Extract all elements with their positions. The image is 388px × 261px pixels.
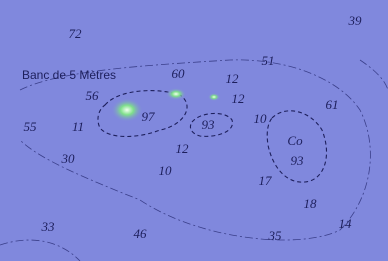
sounding: 35 <box>268 228 283 243</box>
sounding: 12 <box>176 141 190 156</box>
sounding: 18 <box>304 196 318 211</box>
sounding: 51 <box>262 53 275 68</box>
sounding: 39 <box>348 13 363 28</box>
sounding: 56 <box>86 88 100 103</box>
shoal-highlight <box>111 98 143 122</box>
bank-name: Banc de 5 Mètres <box>22 68 116 82</box>
sounding: 10 <box>254 111 268 126</box>
sounding: 46 <box>134 226 148 241</box>
sea <box>0 0 388 261</box>
sounding: Co <box>287 133 303 148</box>
sounding: 14 <box>339 216 353 231</box>
sounding: 72 <box>69 26 83 41</box>
sounding: 60 <box>172 66 186 81</box>
sounding: 61 <box>326 97 339 112</box>
shoal-highlight <box>208 93 220 101</box>
sounding: 17 <box>259 173 273 188</box>
sounding: 12 <box>226 71 240 86</box>
chart-map: Banc de 5 Mètres 72 39 51 60 12 56 12 61… <box>0 0 388 261</box>
shoal-highlight <box>166 88 186 100</box>
sounding: 12 <box>232 91 246 106</box>
sounding: 10 <box>159 163 173 178</box>
sounding: 97 <box>142 109 156 124</box>
sounding: 33 <box>41 219 56 234</box>
sounding: 55 <box>24 119 38 134</box>
sounding: 30 <box>61 151 76 166</box>
sounding: 11 <box>72 119 84 134</box>
sounding: 93 <box>291 153 305 168</box>
sounding: 93 <box>202 117 216 132</box>
